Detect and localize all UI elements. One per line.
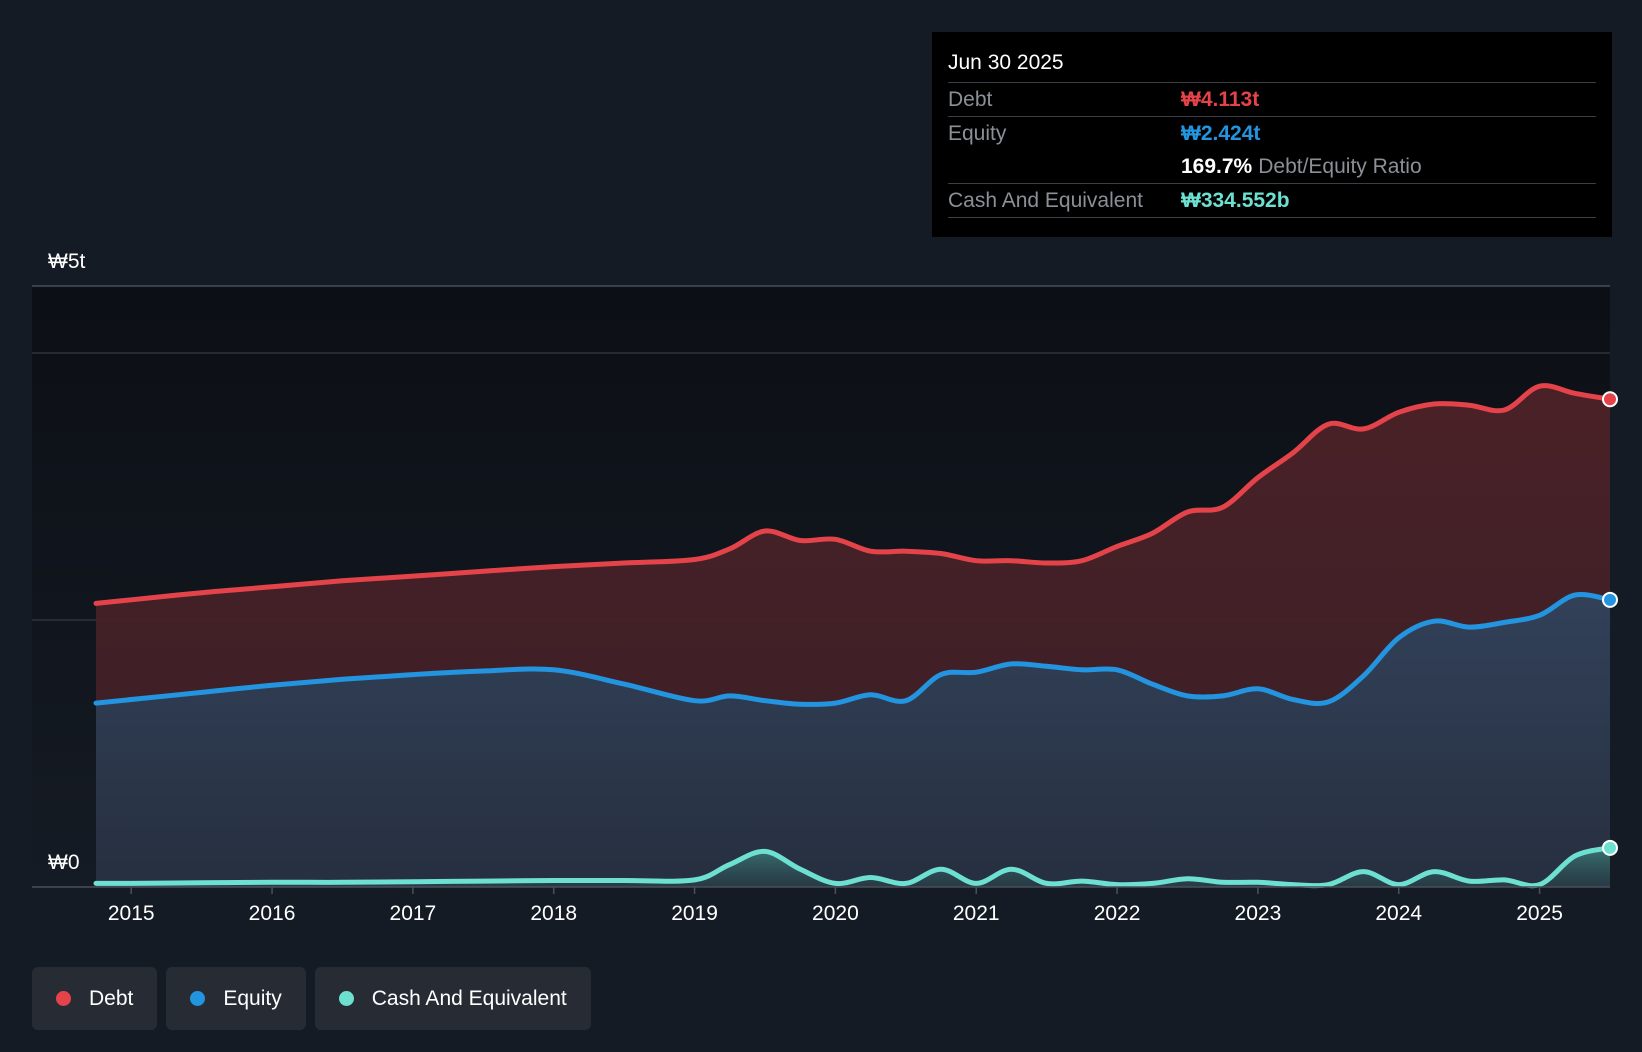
legend-item-debt[interactable]: Debt <box>32 967 158 1030</box>
x-tick-label-2025: 2025 <box>1516 902 1563 925</box>
tooltip-date: Jun 30 2025 <box>948 32 1596 83</box>
legend-item-cash[interactable]: Cash And Equivalent <box>314 967 591 1030</box>
legend-label-debt: Debt <box>89 986 134 1010</box>
tooltip-ratio: 169.7% Debt/Equity Ratio <box>1181 150 1422 183</box>
legend-item-equity[interactable]: Equity <box>166 967 306 1030</box>
legend-label-cash: Cash And Equivalent <box>371 986 567 1010</box>
x-tick-label-2020: 2020 <box>812 902 859 925</box>
tooltip-equity-value: ₩2.424t <box>1181 122 1261 145</box>
x-tick-label-2019: 2019 <box>671 902 718 925</box>
cash-end-point[interactable] <box>1602 839 1618 856</box>
tooltip-equity-label: Equity <box>948 122 1007 145</box>
x-tick-label-2018: 2018 <box>530 902 577 925</box>
x-tick-label-2024: 2024 <box>1375 902 1422 925</box>
y-axis-bottom-label: ₩0 <box>48 851 80 874</box>
tooltip-cash-row: Cash And Equivalent ₩334.552b <box>948 184 1596 218</box>
legend-dot-debt-icon <box>56 991 71 1006</box>
tooltip-debt-row: Debt ₩4.113t <box>948 83 1596 117</box>
legend-label-equity: Equity <box>223 986 282 1010</box>
tooltip-ratio-value: 169.7% <box>1181 155 1253 178</box>
x-tick-label-2021: 2021 <box>953 902 1000 925</box>
legend-dot-cash-icon <box>338 991 354 1006</box>
tooltip-debt-label: Debt <box>948 88 993 111</box>
equity-area <box>96 594 1610 887</box>
tooltip-cash-label: Cash And Equivalent <box>948 189 1143 212</box>
cash-line <box>93 845 1613 889</box>
tooltip-equity-row: Equity ₩2.424t <box>948 117 1596 150</box>
tooltip-panel: Jun 30 2025 Debt ₩4.113t Equity ₩2.424t … <box>932 32 1612 237</box>
x-tick-label-2015: 2015 <box>108 902 155 925</box>
tooltip-ratio-label: Debt/Equity Ratio <box>1258 155 1422 178</box>
x-tick-label-2017: 2017 <box>390 902 437 925</box>
tooltip-cash-value: ₩334.552b <box>1181 189 1290 212</box>
tooltip-debt-value: ₩4.113t <box>1181 88 1260 111</box>
equity-line <box>93 592 1613 707</box>
legend-dot-equity-icon <box>190 991 206 1006</box>
debt-end-point[interactable] <box>1602 391 1618 408</box>
y-axis-top-label: ₩5t <box>48 250 86 273</box>
debt-line <box>93 383 1613 606</box>
x-tick-label-2023: 2023 <box>1235 902 1282 925</box>
legend: Debt Equity Cash And Equivalent <box>32 967 591 1030</box>
x-tick-label-2022: 2022 <box>1094 902 1141 925</box>
tooltip-ratio-row: 169.7% Debt/Equity Ratio <box>948 150 1596 184</box>
x-tick-label-2016: 2016 <box>249 902 296 925</box>
equity-end-point[interactable] <box>1602 591 1618 608</box>
